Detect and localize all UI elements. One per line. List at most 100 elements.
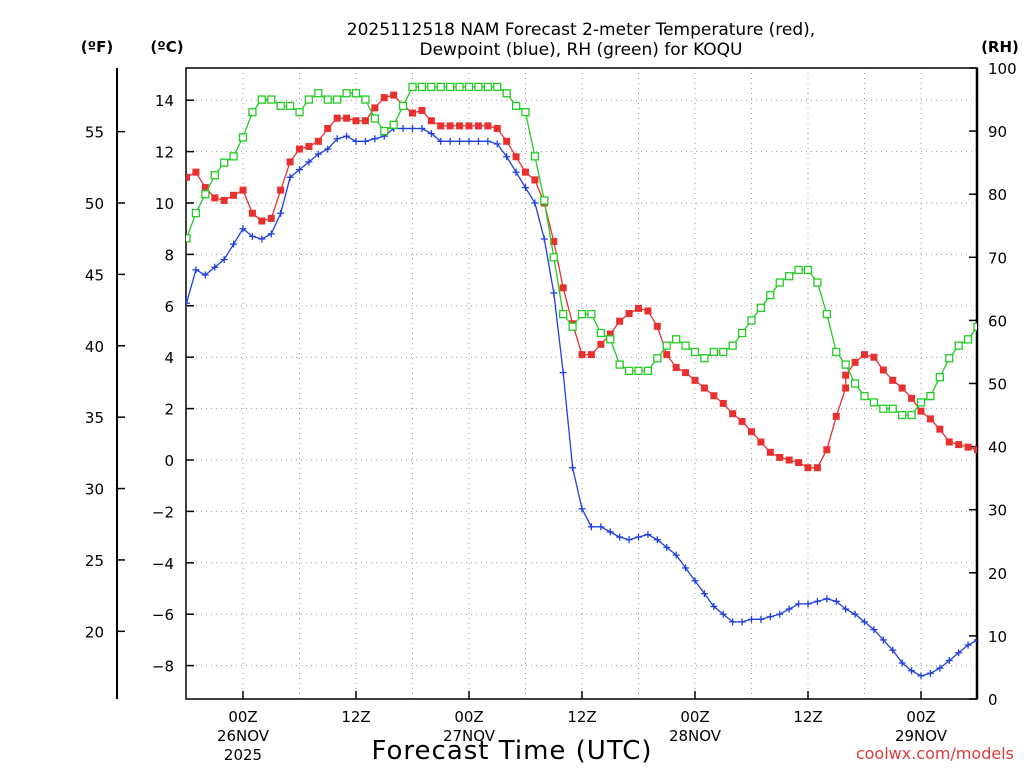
- rh-point: [511, 101, 521, 111]
- temperature-point: [851, 358, 859, 366]
- dewpoint-point: [587, 523, 595, 531]
- rh-point: [389, 120, 398, 129]
- temperature-point: [446, 122, 454, 130]
- fahrenheit-unit-label: (ºF): [81, 38, 113, 56]
- rh-point: [333, 95, 342, 104]
- temperature-point: [559, 284, 567, 292]
- x-tick-label: 00Z: [454, 708, 483, 726]
- dewpoint-point: [908, 667, 916, 675]
- dewpoint-point: [851, 610, 859, 618]
- temperature-point: [503, 137, 511, 145]
- x-tick-label: 12Z: [793, 708, 822, 726]
- dewpoint-point: [352, 137, 360, 145]
- rh-point: [719, 347, 728, 357]
- dewpoint-point: [691, 577, 699, 585]
- x-tick-label: 00Z: [680, 708, 709, 726]
- dewpoint-point: [936, 664, 944, 672]
- rh-point: [351, 89, 361, 98]
- dewpoint-point: [343, 132, 351, 140]
- temperature-point: [220, 196, 228, 204]
- rh-tick-label: 30: [988, 502, 1007, 520]
- temperature-point: [879, 366, 887, 374]
- temperature-point: [945, 438, 953, 446]
- fahrenheit-tick-label: 45: [85, 266, 104, 284]
- dewpoint-point: [540, 235, 548, 243]
- rh-point: [521, 108, 530, 117]
- rh-point: [276, 101, 285, 111]
- dewpoint-point: [926, 669, 934, 677]
- celsius-tick-label: 2: [164, 401, 174, 419]
- dewpoint-point: [795, 600, 803, 608]
- temperature-point: [258, 217, 266, 225]
- celsius-tick-label: 10: [155, 195, 174, 213]
- dewpoint-point: [286, 173, 294, 181]
- rh-point: [314, 89, 323, 98]
- celsius-tick-label: 0: [164, 452, 174, 470]
- rh-point: [624, 366, 634, 376]
- rh-point: [380, 126, 389, 136]
- axes: [116, 67, 979, 700]
- rh-point: [398, 101, 408, 111]
- temperature-point: [974, 446, 977, 454]
- rh-point: [606, 335, 615, 344]
- dewpoint-point: [399, 124, 407, 132]
- rh-point: [794, 265, 803, 275]
- celsius-tick-label: 4: [164, 349, 174, 367]
- rh-point: [361, 95, 370, 104]
- dewpoint-point: [258, 235, 266, 243]
- temperature-point: [813, 464, 821, 472]
- celsius-unit-label: (ºC): [150, 38, 183, 56]
- dewpoint-point: [230, 240, 238, 248]
- x-tick-label: 12Z: [567, 708, 596, 726]
- fahrenheit-tick-label: 25: [85, 552, 104, 570]
- dewpoint-point: [663, 543, 671, 551]
- rh-point: [427, 82, 436, 92]
- dewpoint-point: [898, 659, 906, 667]
- temperature-point: [296, 145, 303, 153]
- rh-point: [342, 89, 351, 98]
- temperature-point: [286, 158, 294, 166]
- plot-area: [186, 82, 977, 680]
- temperature-point: [578, 351, 586, 359]
- dewpoint-point: [569, 464, 577, 472]
- rh-point: [577, 309, 587, 319]
- rh-point: [540, 196, 549, 205]
- temperature-point: [606, 330, 614, 338]
- temperature-point: [691, 376, 699, 384]
- dewpoint-point: [945, 656, 953, 664]
- chart-title-line-2: Dewpoint (blue), RH (green) for KOQU: [420, 40, 743, 60]
- dewpoint-point: [211, 263, 219, 271]
- dewpoint-point: [823, 595, 831, 603]
- dewpoint-point: [333, 135, 341, 143]
- rh-point: [935, 373, 944, 382]
- fahrenheit-tick-label: 30: [85, 481, 104, 499]
- temperature-point: [248, 209, 256, 217]
- temperature-point: [267, 214, 275, 222]
- temperature-point: [333, 114, 341, 122]
- tick-labels: 555045403530252014121086420−2−4−6−810090…: [85, 60, 1017, 764]
- rh-point: [926, 391, 935, 401]
- temperature-point: [211, 194, 219, 202]
- rh-point: [954, 341, 963, 350]
- temperature-point: [531, 176, 539, 184]
- rh-point: [822, 309, 831, 319]
- rh-point: [455, 82, 464, 92]
- rh-point: [483, 82, 492, 92]
- dewpoint-point: [493, 140, 501, 148]
- temperature-point: [465, 122, 473, 130]
- dewpoint-point: [766, 613, 774, 621]
- rh-point: [304, 95, 314, 104]
- x-tick-label: 12Z: [341, 708, 370, 726]
- dewpoint-point: [917, 672, 925, 680]
- rh-point: [474, 82, 483, 92]
- temperature-point: [635, 304, 642, 312]
- dewpoint-point: [296, 166, 303, 174]
- rh-point: [220, 158, 229, 167]
- rh-tick-label: 20: [988, 565, 1007, 583]
- rh-point: [662, 341, 671, 350]
- temperature-point: [861, 351, 868, 359]
- x-tick-date: 28NOV: [669, 727, 722, 745]
- x-axis-title: Forecast Time (UTC): [371, 736, 652, 766]
- dewpoint-point: [465, 137, 473, 145]
